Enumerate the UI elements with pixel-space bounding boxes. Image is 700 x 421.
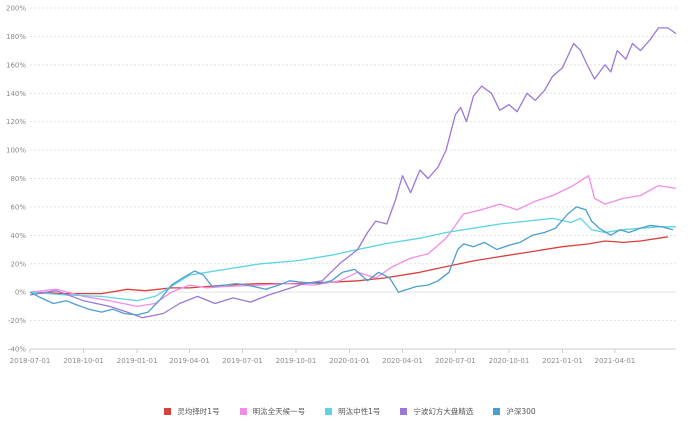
y-tick-label: 20% <box>10 260 26 268</box>
x-tick-label: 2019-01-01 <box>117 357 158 365</box>
legend-item-3[interactable]: 明汯中性1号 <box>325 406 380 417</box>
x-tick-label: 2020-10-01 <box>489 357 530 365</box>
legend-swatch <box>400 407 408 415</box>
x-tick-label: 2020-04-01 <box>382 357 423 365</box>
y-tick-label: 160% <box>6 61 26 69</box>
x-tick-label: 2019-04-01 <box>169 357 210 365</box>
x-tick-label: 2018-07-01 <box>10 357 51 365</box>
y-tick-label: 60% <box>10 203 26 211</box>
x-tick-label: 2021-04-01 <box>595 357 636 365</box>
y-tick-label: 140% <box>6 90 26 98</box>
legend-item-5[interactable]: 沪深300 <box>493 406 536 417</box>
legend-label: 明汯全天候一号 <box>252 406 306 416</box>
y-tick-label: -20% <box>8 317 26 325</box>
series-line-2 <box>29 175 677 308</box>
series-line-3 <box>29 217 676 302</box>
legend-swatch <box>239 407 247 415</box>
legend-label: 宁波幻方大盘精选 <box>413 406 474 416</box>
y-tick-label: -40% <box>8 346 26 354</box>
legend-label: 灵均择时1号 <box>177 406 220 416</box>
x-tick-label: 2020-01-01 <box>329 357 370 365</box>
x-tick-label: 2020-07-01 <box>435 357 476 365</box>
y-tick-label: 100% <box>6 147 26 155</box>
x-tick-label: 2021-01-01 <box>542 357 583 365</box>
x-tick-label: 2018-10-01 <box>63 357 104 365</box>
legend-item-2[interactable]: 明汯全天候一号 <box>239 406 306 417</box>
legend-swatch <box>325 407 333 415</box>
x-tick-label: 2019-10-01 <box>276 357 317 365</box>
y-tick-label: 200% <box>6 5 26 13</box>
legend: 灵均择时1号 明汯全天候一号 明汯中性1号 宁波幻方大盘精选 沪深300 <box>0 404 700 418</box>
legend-swatch <box>493 407 501 415</box>
y-tick-label: 40% <box>10 232 26 240</box>
y-tick-label: 180% <box>6 33 26 41</box>
series-line-4 <box>29 27 677 319</box>
series-line-1 <box>29 236 668 295</box>
legend-label: 沪深300 <box>506 406 536 416</box>
legend-swatch <box>164 407 172 415</box>
legend-label: 明汯中性1号 <box>338 406 381 416</box>
y-tick-label: 120% <box>6 118 26 126</box>
legend-item-1[interactable]: 灵均择时1号 <box>164 406 220 417</box>
series-line-5 <box>29 206 674 316</box>
y-tick-label: 0% <box>15 289 26 297</box>
y-tick-label: 80% <box>10 175 26 183</box>
x-tick-label: 2019-07-01 <box>222 357 263 365</box>
legend-item-4[interactable]: 宁波幻方大盘精选 <box>400 406 473 417</box>
